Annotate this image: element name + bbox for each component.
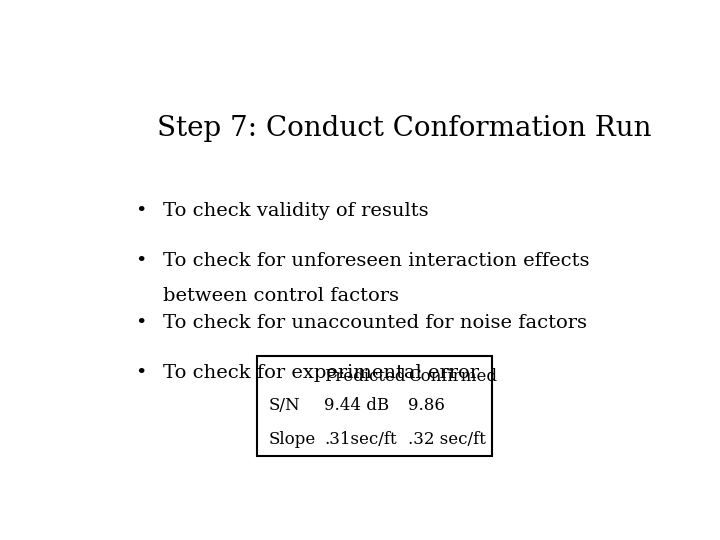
Text: To check validity of results: To check validity of results — [163, 202, 428, 220]
Text: 9.44 dB: 9.44 dB — [324, 397, 390, 414]
Text: Predicted: Predicted — [324, 368, 406, 386]
Text: To check for experimental error: To check for experimental error — [163, 364, 479, 382]
Text: •: • — [135, 252, 146, 270]
Text: •: • — [135, 314, 146, 332]
Text: Step 7: Conduct Conformation Run: Step 7: Conduct Conformation Run — [157, 114, 652, 141]
Text: Confirmed: Confirmed — [408, 368, 497, 386]
Text: between control factors: between control factors — [163, 287, 399, 305]
Text: To check for unaccounted for noise factors: To check for unaccounted for noise facto… — [163, 314, 587, 332]
FancyBboxPatch shape — [258, 356, 492, 456]
Text: To check for unforeseen interaction effects: To check for unforeseen interaction effe… — [163, 252, 589, 270]
Text: S/N: S/N — [269, 397, 300, 414]
Text: .31sec/ft: .31sec/ft — [324, 431, 397, 448]
Text: 9.86: 9.86 — [408, 397, 445, 414]
Text: .32 sec/ft: .32 sec/ft — [408, 431, 486, 448]
Text: Slope: Slope — [269, 431, 316, 448]
Text: •: • — [135, 202, 146, 220]
Text: •: • — [135, 364, 146, 382]
